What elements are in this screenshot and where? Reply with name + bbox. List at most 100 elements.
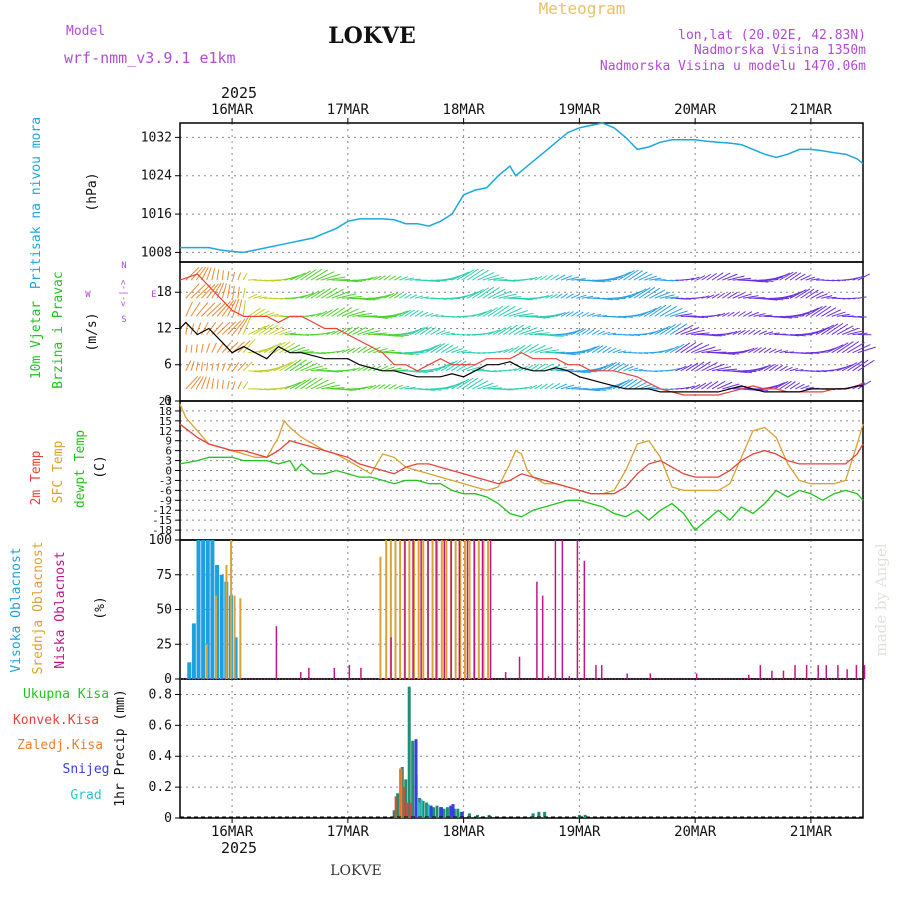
wind-vector (576, 311, 584, 317)
wind-vector (383, 275, 391, 281)
wind-vector (852, 332, 868, 336)
wind-vector (195, 376, 204, 390)
model-name: wrf-nmm_v3.9.1 e1km (64, 49, 236, 67)
conv-precip-bar (394, 796, 397, 818)
wind-vector (592, 279, 612, 282)
wind-vector (342, 279, 359, 283)
low-cloud-bar (420, 540, 422, 679)
wind-vector (774, 364, 783, 372)
wind-vector (722, 292, 732, 299)
wind-vector (393, 275, 402, 281)
wind-vector (419, 311, 429, 317)
y-tick-label: -18 (152, 524, 172, 537)
wind-vector (315, 271, 335, 281)
y-tick-label: 18 (156, 285, 172, 300)
wind-vector (352, 367, 361, 372)
wind-vector (441, 297, 454, 300)
wind-vector (742, 311, 753, 317)
low-cloud-bar (541, 595, 544, 679)
wind-vector (274, 341, 291, 354)
wind-vector (409, 326, 425, 335)
wind-vector (393, 310, 408, 317)
wind-vector (357, 366, 365, 372)
total-precip-bar (445, 807, 449, 818)
wind-vector (513, 344, 526, 354)
wind-vector (347, 368, 356, 372)
wind-vector (586, 345, 600, 354)
compass-arrow: <-|-> (119, 279, 129, 307)
wind-vector (831, 311, 846, 317)
wind-vector (617, 270, 635, 281)
wind-vector (800, 385, 810, 390)
wind-vector (242, 300, 246, 317)
wind-vector (612, 315, 627, 319)
wind-vector (649, 289, 666, 299)
wind-vector (680, 297, 691, 300)
wind-vector (394, 369, 409, 372)
wind-vector (784, 334, 800, 337)
wind-vector (597, 345, 608, 354)
panel-frame (179, 122, 864, 263)
wind-vector (529, 363, 540, 372)
year-label-top: 2025 (221, 84, 257, 102)
y-tick-label: 9 (165, 435, 172, 448)
wind-vector (320, 309, 333, 317)
wind-vector (831, 323, 849, 335)
wind-vector (842, 297, 851, 300)
model-elevation-text: Nadmorska Visina u modelu 1470.06m (600, 59, 866, 74)
wind-vector (565, 311, 574, 317)
wind-vector (237, 272, 242, 281)
wind-vector (336, 293, 357, 299)
wind-vector (315, 310, 328, 317)
temp-axis-title-3: dewpt Temp (73, 430, 88, 508)
wind-vector (367, 346, 381, 354)
temp-axis-title-2: SFC Temp (51, 441, 66, 504)
wind-vector (716, 381, 733, 390)
wind-vector (753, 313, 766, 317)
wind-vector (258, 296, 267, 299)
wind-vector (701, 361, 718, 372)
wind-vector (200, 362, 204, 371)
panels-layer: 1008101610241032061218-18-15-12-9-6-3036… (141, 102, 876, 840)
wind-vector (581, 295, 594, 299)
mid-cloud-bar (389, 540, 392, 679)
wind-vector (607, 380, 626, 390)
legend-frz-precip: Zaledj.Kisa (17, 738, 103, 753)
wind-vector (727, 331, 738, 335)
wind-vector (607, 347, 617, 354)
wind-vector (341, 308, 359, 317)
wind-vector (466, 378, 484, 390)
wind-vector (451, 348, 463, 354)
wind-vector (221, 300, 234, 317)
wind-vector (701, 381, 713, 390)
temp-axis-unit: (C) (93, 455, 108, 478)
wind-vector (211, 268, 216, 281)
watermark: made by Angel (872, 543, 890, 656)
wind-vector (743, 295, 759, 299)
wind-vector (466, 288, 484, 299)
wind-vector (544, 274, 553, 281)
date-label-bottom: 19MAR (558, 824, 601, 840)
low-cloud-bar (473, 540, 476, 679)
wind-vector (685, 329, 705, 336)
wind-vector (336, 349, 345, 354)
wind-vector (315, 381, 335, 390)
wind-vector (586, 279, 606, 283)
conv-precip-bar (402, 787, 405, 818)
wind-vector (461, 351, 472, 354)
wind-vector (519, 297, 534, 301)
wind-vector (430, 342, 446, 354)
wind-vector (420, 296, 429, 299)
wind-vector (399, 309, 412, 317)
wind-vector (388, 384, 397, 390)
wind-vector (274, 315, 284, 317)
y-tick-label: 50 (156, 603, 172, 618)
wind-vector (357, 346, 368, 354)
wind-vector (654, 325, 671, 335)
wind-vector (638, 286, 656, 299)
wind-vector (487, 305, 504, 317)
low-cloud-bar (390, 637, 392, 679)
wind-vector (831, 342, 849, 354)
wind-vector (753, 329, 761, 335)
wind-vector (342, 295, 362, 299)
